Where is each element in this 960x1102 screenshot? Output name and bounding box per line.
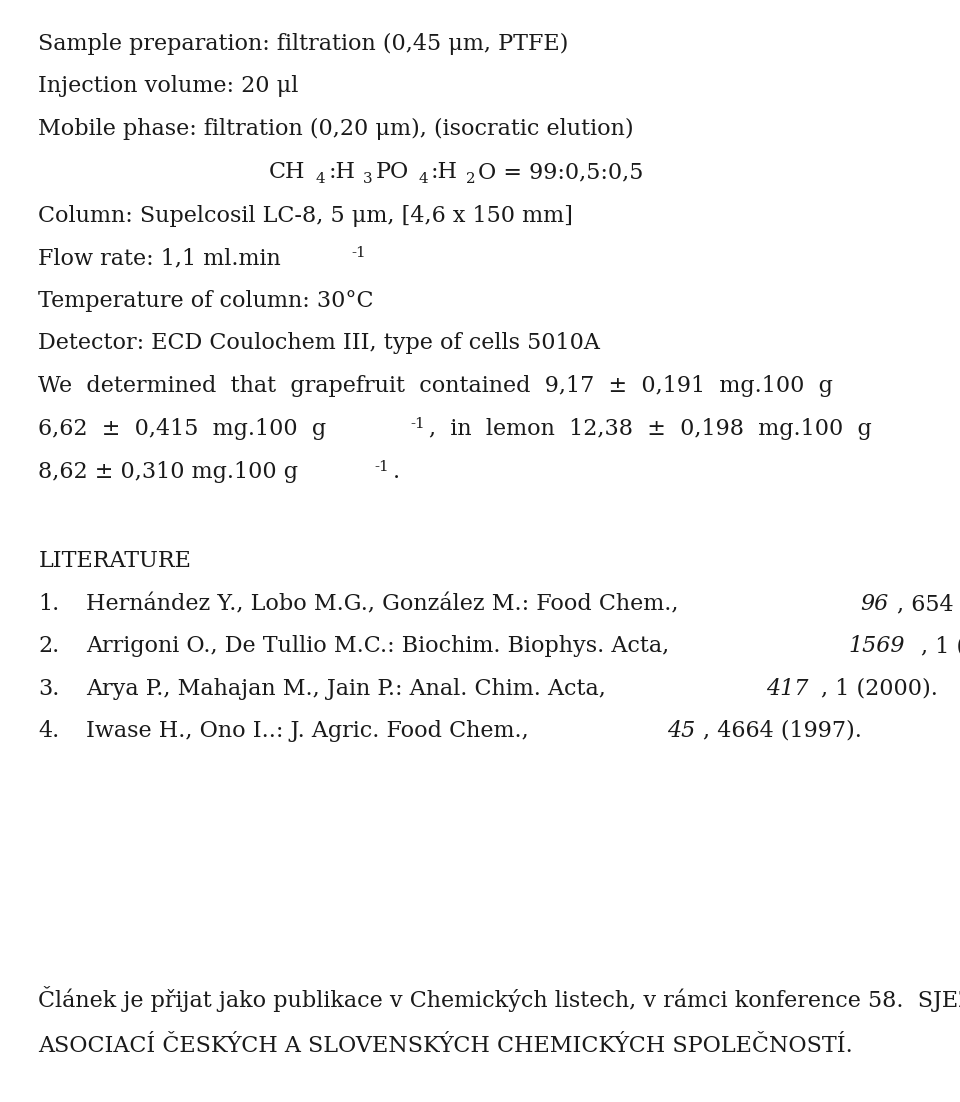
Text: CH: CH [269,161,305,183]
Text: Sample preparation: filtration (0,45 μm, PTFE): Sample preparation: filtration (0,45 μm,… [38,33,568,55]
Text: Temperature of column: 30°C: Temperature of column: 30°C [38,290,373,312]
Text: 6,62  ±  0,415  mg.100  g: 6,62 ± 0,415 mg.100 g [38,418,326,440]
Text: , 4664 (1997).: , 4664 (1997). [704,720,862,742]
Text: Column: Supelcosil LC-8, 5 μm, [4,6 x 150 mm]: Column: Supelcosil LC-8, 5 μm, [4,6 x 15… [38,205,573,227]
Text: 1569: 1569 [849,635,904,657]
Text: 417: 417 [766,678,808,700]
Text: 45: 45 [667,720,695,742]
Text: O = 99:0,5:0,5: O = 99:0,5:0,5 [478,161,643,183]
Text: Arrigoni O., De Tullio M.C.: Biochim. Biophys. Acta,: Arrigoni O., De Tullio M.C.: Biochim. Bi… [86,635,677,657]
Text: Hernández Y., Lobo M.G., González M.: Food Chem.,: Hernández Y., Lobo M.G., González M.: Fo… [86,593,686,615]
Text: -1: -1 [351,246,367,260]
Text: 4.: 4. [38,720,60,742]
Text: 1.: 1. [38,593,60,615]
Text: Mobile phase: filtration (0,20 μm), (isocratic elution): Mobile phase: filtration (0,20 μm), (iso… [38,118,634,140]
Text: PO: PO [375,161,409,183]
Text: 3: 3 [363,172,372,186]
Text: Detector: ECD Coulochem III, type of cells 5010A: Detector: ECD Coulochem III, type of cel… [38,332,600,354]
Text: Flow rate: 1,1 ml.min: Flow rate: 1,1 ml.min [38,247,281,269]
Text: 2: 2 [466,172,475,186]
Text: ASOCIACÍ ČESKÝCH A SLOVENSKÝCH CHEMICKÝCH SPOLEČNOSTÍ.: ASOCIACÍ ČESKÝCH A SLOVENSKÝCH CHEMICKÝC… [38,1035,853,1057]
Text: Článek je přijat jako publikace v Chemických listech, v rámci konference 58.  SJ: Článek je přijat jako publikace v Chemic… [38,986,960,1012]
Text: LITERATURE: LITERATURE [38,550,191,572]
Text: We  determined  that  grapefruit  contained  9,17  ±  0,191  mg.100  g: We determined that grapefruit contained … [38,375,833,397]
Text: 2.: 2. [38,635,60,657]
Text: :H: :H [431,161,458,183]
Text: Iwase H., Ono I..: J. Agric. Food Chem.,: Iwase H., Ono I..: J. Agric. Food Chem., [86,720,537,742]
Text: 4: 4 [316,172,325,186]
Text: -1: -1 [373,460,389,474]
Text: -1: -1 [410,417,425,431]
Text: 8,62 ± 0,310 mg.100 g: 8,62 ± 0,310 mg.100 g [38,461,299,483]
Text: , 1 (2000).: , 1 (2000). [821,678,938,700]
Text: :H: :H [328,161,355,183]
Text: , 1 (2002).: , 1 (2002). [921,635,960,657]
Text: ,  in  lemon  12,38  ±  0,198  mg.100  g: , in lemon 12,38 ± 0,198 mg.100 g [429,418,872,440]
Text: 96: 96 [860,593,888,615]
Text: , 654 (2006).: , 654 (2006). [897,593,960,615]
Text: Injection volume: 20 μl: Injection volume: 20 μl [38,75,299,97]
Text: 3.: 3. [38,678,60,700]
Text: .: . [393,461,400,483]
Text: Arya P., Mahajan M., Jain P.: Anal. Chim. Acta,: Arya P., Mahajan M., Jain P.: Anal. Chim… [86,678,613,700]
Text: 4: 4 [419,172,428,186]
